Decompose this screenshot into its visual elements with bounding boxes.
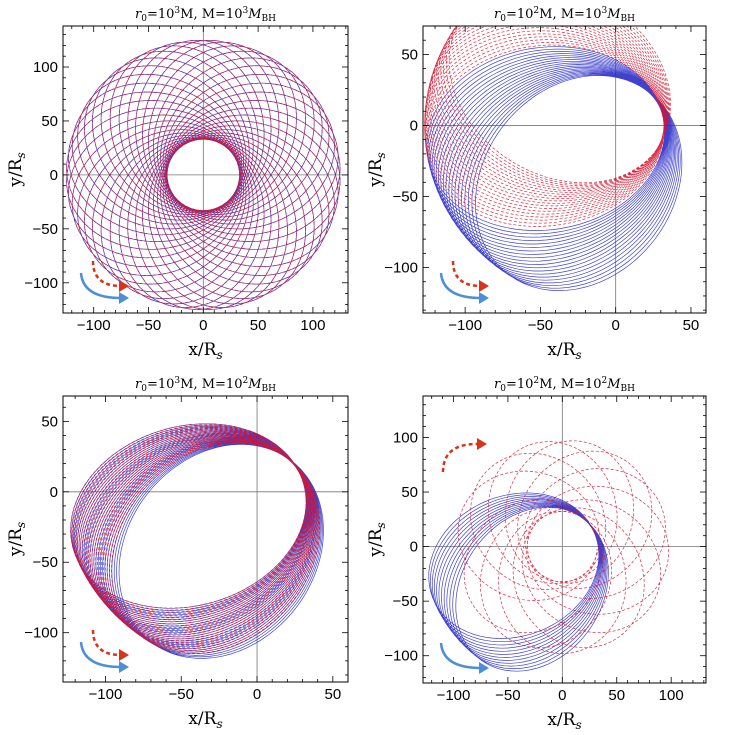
y-tick-label: 50 <box>41 113 58 130</box>
series-newtonian <box>426 46 683 291</box>
arrow-gr-head <box>119 649 129 661</box>
x-tick-label: −50 <box>495 687 520 704</box>
y-tick-label: −50 <box>33 221 58 238</box>
chart-panel-1: −100 −50 0 50 100 −100 −50 0 50 100 r0=103M, M=103… <box>6 6 349 362</box>
x-tick-label: 0 <box>558 687 566 704</box>
x-tick-label: 100 <box>659 687 684 704</box>
direction-arrows <box>79 629 129 673</box>
y-tick-label: −100 <box>24 275 58 292</box>
arrow-gr <box>441 442 478 473</box>
x-tick-label: 0 <box>253 686 261 703</box>
y-tick-label: 0 <box>410 117 418 134</box>
series-relativistic <box>457 440 670 654</box>
x-axis-label: x/Rs <box>188 709 222 731</box>
arrow-gr <box>91 629 122 657</box>
chart-panel-3: −100 −50 0 50 −100 −50 0 50 r0=103M, M=102MBH x/R… <box>6 376 349 731</box>
y-tick-label: −100 <box>384 260 418 277</box>
series-group <box>66 39 341 310</box>
series-group <box>70 423 324 659</box>
x-tick-label: −100 <box>448 317 482 334</box>
series-relativistic <box>66 39 341 310</box>
chart-panel-4: −100 −50 0 50 100 −100 −50 0 50 100 r0=102M, M=102… <box>366 376 707 732</box>
plot-frame <box>422 395 707 684</box>
direction-arrows <box>79 260 129 304</box>
chart-title: r0=102M, M=102MBH <box>494 376 635 394</box>
y-tick-label: 50 <box>401 484 418 501</box>
arrow-newtonian <box>439 642 482 670</box>
series-newtonian <box>428 492 609 672</box>
y-tick-label: −100 <box>384 648 418 665</box>
x-tick-label: 50 <box>683 317 700 334</box>
chart-title: r0=102M, M=103MBH <box>494 6 635 24</box>
x-tick-label: −50 <box>528 317 553 334</box>
series-group <box>428 440 670 672</box>
arrow-newtonian <box>79 641 122 669</box>
arrow-newtonian <box>79 272 122 300</box>
y-tick-label: −50 <box>393 593 418 610</box>
y-axis-label: y/Rs <box>366 522 388 557</box>
plot-frame <box>62 25 349 314</box>
y-tick-label: −50 <box>393 188 418 205</box>
y-tick-label: 0 <box>50 167 58 184</box>
plot-frame <box>422 25 707 314</box>
direction-arrows <box>439 260 489 304</box>
x-tick-label: 0 <box>199 317 207 334</box>
y-axis-label: y/Rs <box>6 152 28 187</box>
x-tick-label: −50 <box>136 317 161 334</box>
arrow-newtonian-head <box>479 292 489 304</box>
direction-arrows <box>439 438 489 674</box>
y-tick-label: 100 <box>33 59 58 76</box>
arrow-newtonian-head <box>479 662 489 674</box>
x-axis-label: x/Rs <box>547 710 581 732</box>
x-tick-label: 50 <box>608 687 625 704</box>
x-axis-label: x/Rs <box>547 340 581 362</box>
y-tick-label: 50 <box>401 46 418 63</box>
series-relativistic <box>424 26 671 227</box>
x-tick-label: −100 <box>89 686 123 703</box>
y-tick-label: −100 <box>24 625 58 642</box>
x-tick-label: −50 <box>169 686 194 703</box>
y-axis-label: y/Rs <box>366 152 388 187</box>
x-tick-label: 100 <box>300 317 325 334</box>
arrow-gr <box>451 260 482 288</box>
series-relativistic <box>70 423 321 654</box>
chart-panel-2: −100 −50 0 50 −100 −50 0 50 r0=102M, M=103MBH x/R… <box>366 6 707 362</box>
x-tick-label: 0 <box>612 317 620 334</box>
arrow-gr-head <box>479 280 489 292</box>
y-tick-label: −50 <box>33 554 58 571</box>
arrow-gr-head <box>477 438 487 450</box>
plot-frame <box>62 395 349 683</box>
x-tick-label: −100 <box>437 687 471 704</box>
y-tick-label: 0 <box>410 539 418 556</box>
x-tick-label: 50 <box>250 317 267 334</box>
chart-title: r0=103M, M=102MBH <box>135 376 276 394</box>
y-axis-label: y/Rs <box>6 522 28 557</box>
y-tick-label: 50 <box>41 413 58 430</box>
y-tick-label: 0 <box>50 484 58 501</box>
arrow-gr <box>91 260 122 288</box>
series-group <box>424 26 683 291</box>
y-tick-label: 100 <box>393 429 418 446</box>
arrow-newtonian-head <box>119 661 129 673</box>
x-axis-label: x/Rs <box>188 340 222 362</box>
arrow-gr-head <box>119 280 129 292</box>
chart-title: r0=103M, M=103MBH <box>135 6 276 24</box>
x-tick-label: 50 <box>324 686 341 703</box>
arrow-newtonian-head <box>119 292 129 304</box>
arrow-newtonian <box>439 272 482 300</box>
x-tick-label: −100 <box>77 317 111 334</box>
